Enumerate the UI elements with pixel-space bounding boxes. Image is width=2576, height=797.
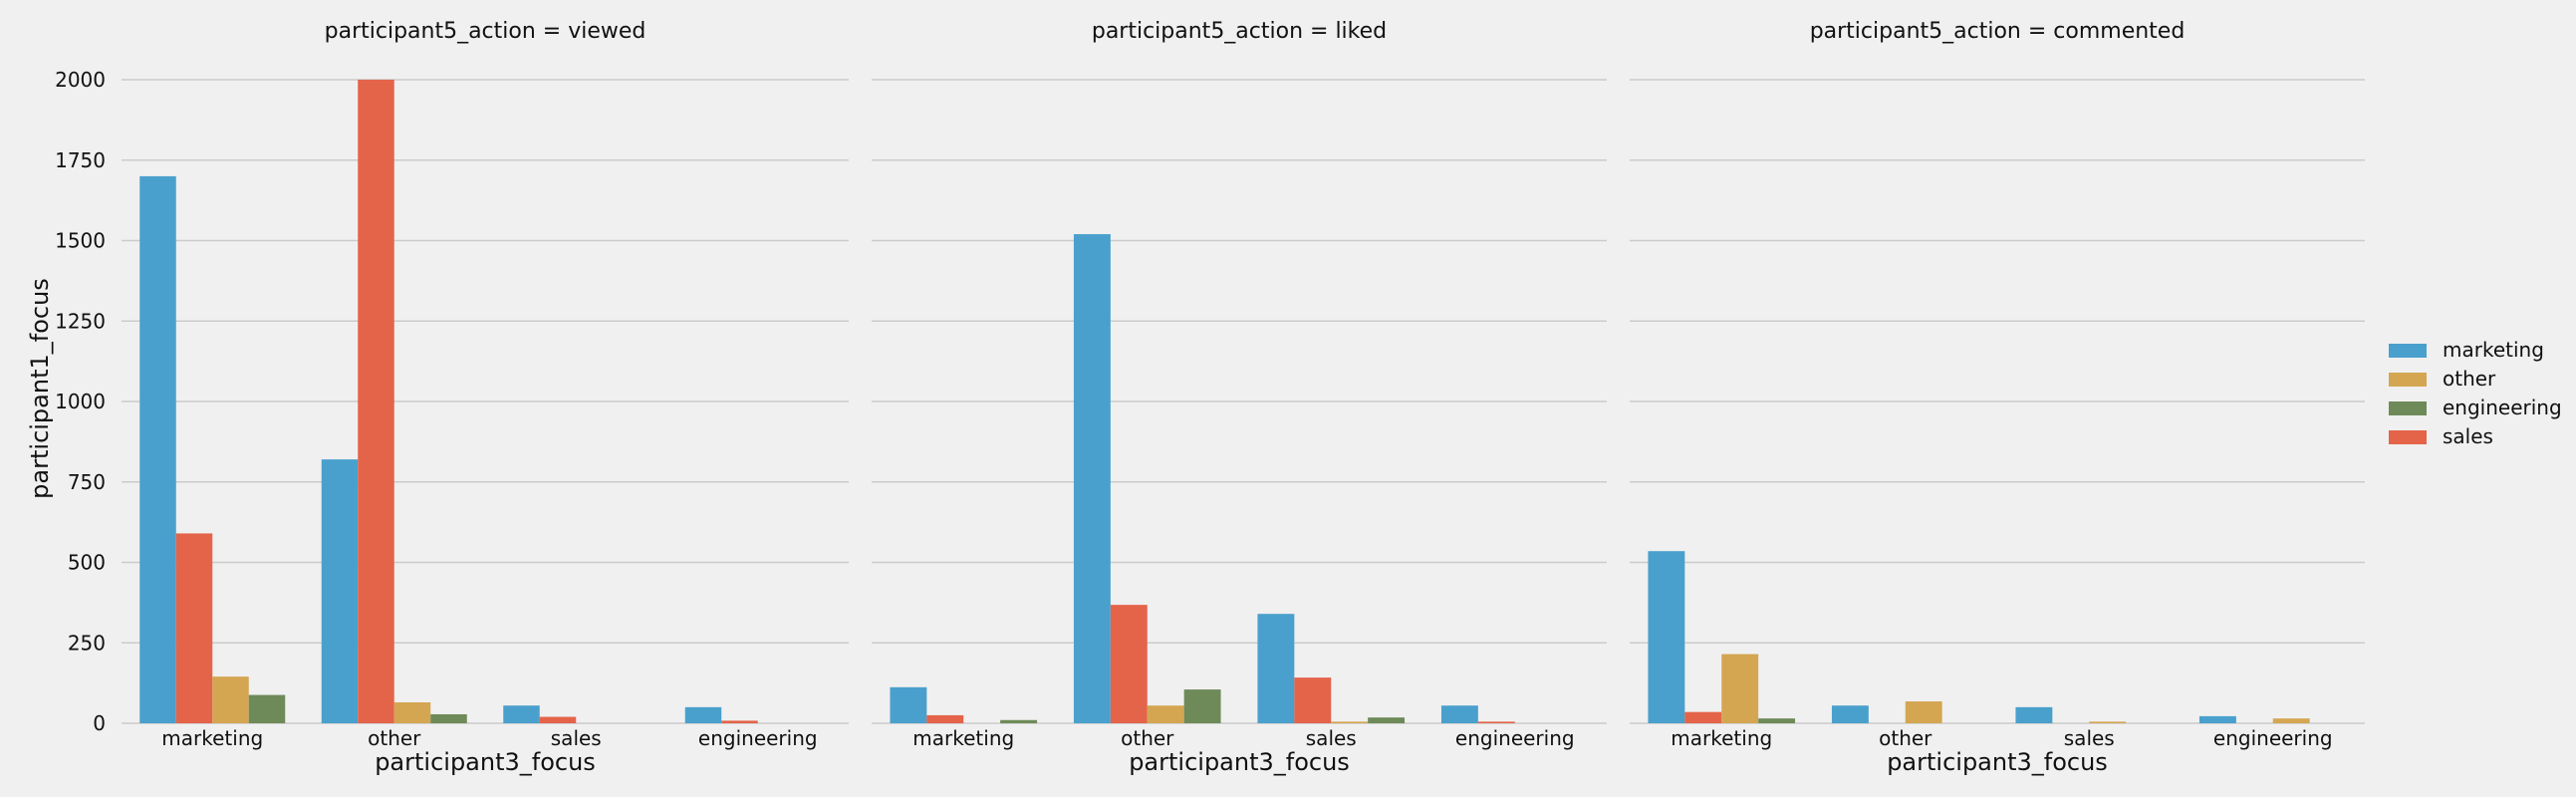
- bar-sales-sales: [539, 716, 577, 723]
- legend-swatch-engineering: [2389, 401, 2427, 415]
- bar-other-marketing: [1721, 654, 1759, 723]
- bar-other-engineering: [2272, 718, 2310, 723]
- bar-other-marketing: [212, 676, 249, 723]
- x-axis-label: participant3_focus: [1887, 748, 2108, 776]
- bar-engineering-marketing: [1758, 718, 1796, 723]
- bar-other-other: [393, 702, 431, 723]
- bar-other-sales: [1331, 721, 1369, 723]
- bar-engineering-marketing: [1000, 719, 1038, 723]
- x-tick-label: other: [1121, 726, 1174, 750]
- bar-sales-marketing: [926, 714, 964, 723]
- y-axis-label: participant1_focus: [26, 278, 54, 499]
- x-tick-label: sales: [1306, 726, 1357, 750]
- facet-panel-1: 0 250 500 750 1000 1250 1500 1750 2000 participan…: [55, 19, 849, 776]
- y-tick-label: 1000: [55, 390, 106, 413]
- bar-sales-sales: [1294, 677, 1332, 723]
- legend-label: engineering: [2443, 396, 2562, 419]
- x-tick-label: engineering: [698, 726, 818, 750]
- y-tick-label: 1750: [55, 148, 106, 172]
- bar-sales-marketing: [175, 533, 213, 723]
- x-tick-label: marketing: [161, 726, 263, 750]
- legend-swatch-sales: [2389, 430, 2427, 444]
- y-tick-label: 1500: [55, 229, 106, 253]
- x-axis-label: participant3_focus: [375, 748, 596, 776]
- bar-sales-other: [358, 80, 394, 723]
- bar-marketing-marketing: [139, 175, 176, 723]
- legend-swatch-other: [2389, 373, 2427, 387]
- bar-engineering-other: [430, 713, 467, 723]
- legend-label: marketing: [2443, 338, 2544, 362]
- facet-panel-2: participant5_action = liked marketing othe…: [872, 19, 1607, 776]
- bar-sales-engineering: [721, 720, 758, 723]
- bar-other-sales: [2089, 721, 2127, 723]
- x-tick-label: sales: [551, 726, 602, 750]
- x-tick-label: other: [1879, 726, 1932, 750]
- x-tick-label: engineering: [1455, 726, 1575, 750]
- bar-marketing-other: [1073, 234, 1111, 724]
- bar-sales-engineering: [1477, 721, 1515, 723]
- legend-swatch-marketing: [2389, 344, 2427, 358]
- x-tick-label: marketing: [912, 726, 1014, 750]
- legend-label: other: [2443, 367, 2496, 391]
- legend: marketing other engineering sales: [2389, 338, 2562, 448]
- bar-marketing-marketing: [890, 686, 927, 723]
- facet-title: participant5_action = viewed: [325, 19, 646, 44]
- x-tick-label: marketing: [1671, 726, 1772, 750]
- bar-sales-marketing: [1684, 711, 1722, 723]
- x-tick-label: sales: [2064, 726, 2115, 750]
- bar-marketing-sales: [1257, 614, 1295, 723]
- y-tick-label: 0: [93, 711, 106, 735]
- y-tick-label: 500: [68, 551, 106, 575]
- bar-marketing-sales: [503, 705, 540, 723]
- bar-engineering-marketing: [248, 694, 286, 723]
- facet-title: participant5_action = commented: [1810, 19, 2186, 44]
- facet-title: participant5_action = liked: [1092, 19, 1387, 44]
- y-tick-label: 1250: [55, 309, 106, 333]
- facet-panel-3: participant5_action = commented marketing…: [1630, 19, 2365, 776]
- x-axis-label: participant3_focus: [1129, 748, 1350, 776]
- bar-marketing-engineering: [684, 706, 722, 723]
- y-tick-label: 250: [68, 631, 106, 655]
- legend-label: sales: [2443, 424, 2493, 448]
- bar-other-other: [1147, 705, 1184, 723]
- x-tick-label: engineering: [2213, 726, 2333, 750]
- y-tick-label: 750: [68, 470, 106, 494]
- bar-marketing-other: [1831, 705, 1869, 723]
- y-tick-label: 2000: [55, 68, 106, 92]
- bar-marketing-marketing: [1648, 551, 1685, 723]
- bar-marketing-sales: [2015, 706, 2053, 723]
- bar-marketing-other: [321, 459, 359, 723]
- bar-other-other: [1905, 701, 1942, 723]
- bar-engineering-other: [1183, 689, 1221, 723]
- bar-marketing-engineering: [2198, 715, 2236, 723]
- bar-engineering-sales: [1368, 717, 1406, 723]
- x-tick-label: other: [368, 726, 421, 750]
- bar-sales-other: [1110, 605, 1148, 723]
- bar-marketing-engineering: [1440, 705, 1478, 723]
